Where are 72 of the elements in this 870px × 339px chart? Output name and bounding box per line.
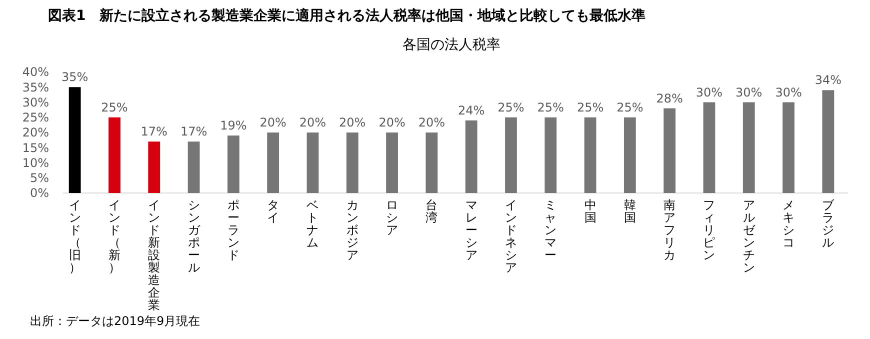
data-label: 19% — [220, 118, 247, 133]
bar — [742, 102, 755, 193]
bar — [386, 132, 398, 193]
data-label: 34% — [814, 73, 842, 88]
data-label: 28% — [656, 91, 683, 106]
x-tick-label: マレーシア — [465, 198, 478, 262]
x-tick-label: アルゼンチン — [742, 198, 756, 274]
x-tick-label: シンガポール — [188, 198, 201, 274]
data-label: 20% — [339, 116, 366, 130]
x-tick-label: 中国 — [584, 198, 596, 224]
data-label: 30% — [736, 85, 762, 100]
data-label: 25% — [101, 100, 128, 114]
x-tick-label: 台湾 — [426, 198, 438, 224]
data-label: 20% — [418, 116, 446, 130]
data-label: 25% — [616, 100, 644, 114]
data-label: 20% — [378, 116, 406, 130]
y-tick-label: 35% — [22, 80, 49, 94]
x-tick-label: ロシア — [386, 198, 398, 237]
bar — [306, 132, 319, 193]
x-tick-label: ポーランド — [227, 198, 240, 262]
y-tick-label: 30% — [22, 95, 49, 110]
bar — [822, 90, 834, 193]
chart-title: 図表1 新たに設立される製造業企業に適用される法人税率は他国・地域と比較しても最低水準 — [48, 7, 646, 24]
bar — [505, 117, 517, 193]
y-tick-label: 10% — [22, 156, 49, 170]
x-tick-label: タイ — [267, 198, 280, 224]
bar — [465, 120, 478, 193]
bar — [584, 117, 596, 193]
bar — [148, 142, 160, 193]
y-tick-label: 20% — [22, 126, 49, 140]
data-label: 30% — [775, 85, 802, 100]
data-label: 24% — [458, 103, 485, 118]
bar — [68, 87, 81, 193]
bar — [544, 117, 557, 193]
text: 出所：データは2019年9月現在 — [30, 314, 200, 328]
category-label: インド新設製造企業 — [148, 198, 160, 312]
bar — [267, 132, 280, 193]
bar — [188, 142, 200, 193]
x-tick-label: インド（旧） — [68, 198, 81, 274]
data-label: 35% — [61, 70, 88, 84]
y-tick-label: 25% — [22, 110, 49, 125]
bar — [108, 117, 120, 193]
data-label: 25% — [576, 100, 604, 114]
bar — [346, 132, 358, 193]
bar — [426, 132, 438, 193]
y-tick-label: 5% — [30, 171, 49, 186]
data-label: 20% — [260, 116, 286, 130]
chart-subtitle: 各国の法人税率 — [402, 37, 500, 53]
bar — [782, 102, 794, 193]
y-tick-label: 40% — [22, 65, 49, 80]
y-tick-label: 15% — [22, 140, 49, 155]
x-tick-label: 韓国 — [624, 198, 636, 224]
bar — [227, 136, 240, 193]
x-tick-label: ブラジル — [822, 198, 836, 250]
data-label: 25% — [498, 100, 524, 114]
x-tick-label: ミャンマー — [544, 198, 557, 262]
x-tick-label: メキシコ — [782, 198, 795, 250]
data-label: 17% — [180, 124, 208, 139]
x-tick-label: インドネシア — [504, 198, 517, 274]
bar — [703, 102, 716, 193]
data-label: 30% — [696, 85, 723, 100]
x-tick-label: フィリピン — [703, 198, 716, 262]
x-tick-label: カンボジア — [346, 198, 358, 262]
bar — [624, 117, 636, 193]
data-label: 25% — [537, 100, 564, 114]
x-tick-label: 南アフリカ — [664, 198, 676, 262]
bar — [664, 108, 676, 193]
data-label: 17% — [140, 124, 168, 139]
x-tick-label: インド（新） — [108, 198, 120, 274]
y-tick-label: 0% — [30, 186, 49, 200]
data-label: 20% — [299, 116, 326, 130]
x-tick-label: ベトナム — [306, 198, 319, 250]
